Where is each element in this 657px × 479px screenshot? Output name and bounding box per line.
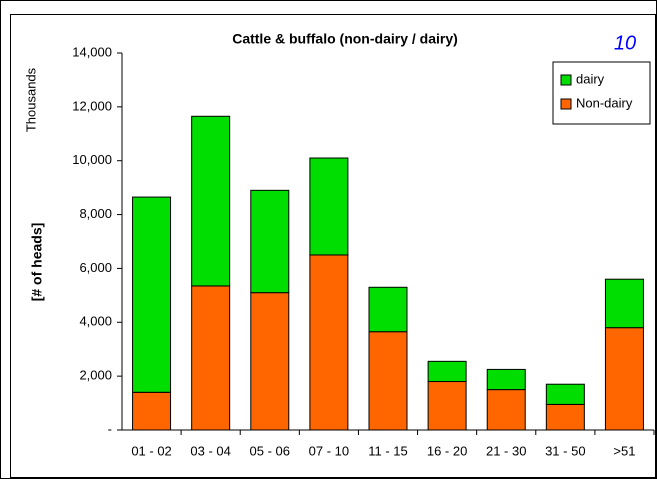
y-axis-label: [# of heads] (29, 223, 45, 302)
bar-segment (427, 360, 467, 383)
bar-segment (545, 403, 585, 431)
y-tick-label: 2,000 (79, 368, 112, 383)
legend-swatch (560, 74, 572, 86)
legend-label: Non-dairy (576, 95, 633, 110)
y-tick-label: 6,000 (79, 260, 112, 275)
x-tick-label: 11 - 15 (368, 443, 408, 458)
x-tick-label: 16 - 20 (427, 443, 467, 458)
y-tick-label: 14,000 (72, 44, 112, 59)
legend-swatch (560, 98, 572, 110)
bar-segment (368, 331, 408, 431)
x-tick-label: 05 - 06 (250, 443, 290, 458)
bar-segment (191, 115, 231, 287)
y-tick-label: 4,000 (79, 314, 112, 329)
bar-segment (545, 383, 585, 405)
bar-segment (309, 254, 349, 431)
y-tick-label: 8,000 (79, 206, 112, 221)
x-tick-label: 03 - 04 (190, 443, 230, 458)
bar-segment (250, 189, 290, 294)
bar-segment (309, 157, 349, 256)
x-tick-label: 21 - 30 (486, 443, 526, 458)
y-tick-label: 10,000 (72, 152, 112, 167)
bar-segment (427, 381, 467, 431)
chart-title: Cattle & buffalo (non-dairy / dairy) (232, 31, 458, 47)
y-tick-label: - (108, 421, 112, 436)
bar-segment (132, 391, 172, 431)
bar-segment (486, 368, 526, 391)
x-tick-label: 07 - 10 (309, 443, 349, 458)
y-tick-label: 12,000 (72, 98, 112, 113)
x-tick-label: 31 - 50 (545, 443, 585, 458)
bar-segment (191, 285, 231, 431)
bar-segment (486, 389, 526, 431)
x-tick-label: 01 - 02 (131, 443, 171, 458)
legend-label: dairy (576, 71, 605, 86)
bar-segment (368, 286, 408, 333)
bar-segment (604, 327, 644, 431)
legend-box (552, 61, 651, 125)
bar-segment (604, 278, 644, 329)
y-unit-label: Thousands (23, 67, 38, 132)
x-tick-label: >51 (613, 443, 635, 458)
annotation: 10 (614, 32, 636, 54)
bar-segment (250, 292, 290, 431)
bar-segment (132, 196, 172, 393)
